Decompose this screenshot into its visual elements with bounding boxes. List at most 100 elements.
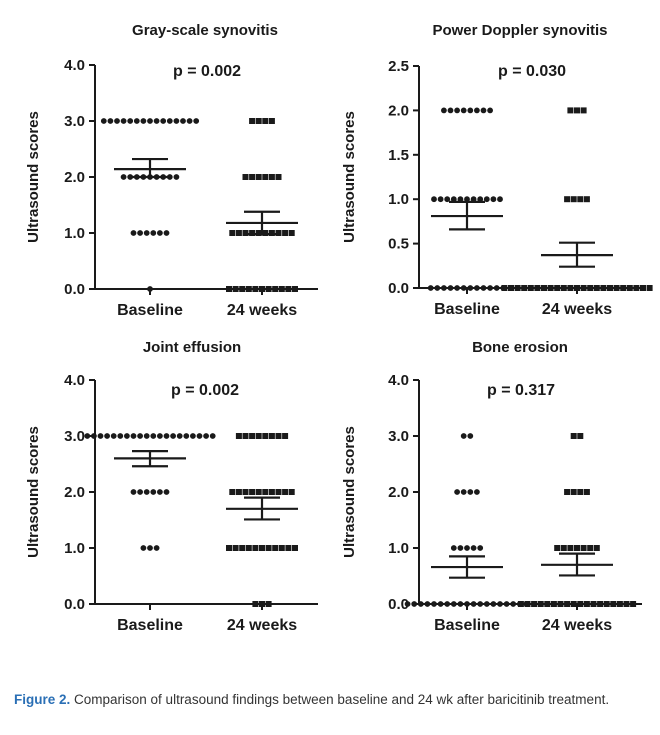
panel4-point: [470, 601, 477, 607]
panel4-point: [623, 601, 630, 607]
panel3-point: [259, 545, 265, 551]
panel3-point: [235, 433, 242, 439]
panel4-x-tick-label: 24 weeks: [542, 617, 612, 634]
panel2-point: [464, 196, 470, 203]
panel4-point: [590, 601, 597, 607]
panel1-x-tick-label: 24 weeks: [227, 302, 297, 319]
figure-caption: Figure 2. Comparison of ultrasound findi…: [14, 690, 654, 709]
panel3-point: [124, 433, 130, 439]
panel1-point: [107, 118, 114, 124]
figure-caption-text: Comparison of ultrasound findings betwee…: [70, 692, 610, 707]
panel2-point: [580, 285, 587, 291]
panel2-point: [567, 285, 574, 291]
panel1-point: [242, 174, 249, 180]
panel2-point: [640, 285, 646, 291]
panel2-point: [626, 285, 633, 291]
panel2-point: [434, 285, 441, 291]
panel4-point: [577, 489, 584, 495]
panel4-point: [574, 545, 580, 551]
panel1-point: [193, 118, 200, 124]
panel4-point: [564, 601, 571, 607]
panel3-point: [137, 433, 144, 439]
panel2-point: [470, 196, 477, 203]
panel1-point: [133, 118, 140, 124]
panel2-point: [574, 107, 580, 114]
panel4-point: [587, 545, 594, 551]
panel3-point: [285, 545, 292, 551]
panel4-point: [567, 545, 574, 551]
panel2-point: [521, 285, 528, 291]
panel1-point: [278, 286, 285, 292]
panel4-point: [503, 601, 510, 607]
figure-caption-label: Figure 2.: [14, 692, 71, 707]
panel4-y-tick-label: 1.0: [388, 540, 409, 557]
panel3-point: [183, 433, 190, 439]
panel3-point: [143, 433, 150, 439]
panel2-point: [447, 285, 454, 291]
panel1-point: [232, 286, 239, 292]
panel4-point: [616, 601, 623, 607]
panel2-point: [480, 107, 487, 114]
panel4-point: [560, 545, 567, 551]
panel1-point: [127, 118, 134, 124]
panel3-point: [239, 545, 246, 551]
panel2-point: [527, 285, 534, 291]
panel1-y-tick-label: 3.0: [64, 113, 85, 130]
panel4-point: [577, 601, 584, 607]
panel4-point: [424, 601, 431, 607]
panel1-y-tick-label: 2.0: [64, 169, 85, 186]
panel3-point: [242, 489, 249, 495]
panel1-point: [150, 230, 157, 236]
panel2-point: [583, 196, 590, 203]
panel4-point: [550, 601, 557, 607]
panel3-point: [97, 433, 104, 439]
panel4-point: [454, 489, 460, 495]
panel4-point: [470, 545, 477, 551]
panel4-point: [460, 433, 467, 439]
panel1-point: [130, 230, 137, 236]
panel1-p-value: p = 0.002: [173, 63, 241, 80]
panel3-point: [153, 545, 160, 551]
panel1-point: [249, 174, 256, 180]
panel2-point: [547, 285, 554, 291]
panel3-point: [104, 433, 110, 439]
panel3-point: [268, 433, 275, 439]
panel3-point: [130, 433, 137, 439]
panel4-x-tick-label: Baseline: [434, 617, 500, 634]
panel2-point: [564, 196, 571, 203]
panel1-point: [239, 286, 246, 292]
panel4-y-tick-label: 0.0: [388, 596, 409, 613]
panel4-point: [510, 601, 517, 607]
panel4-point: [531, 601, 538, 607]
panel3-point: [255, 489, 262, 495]
panel3-point: [282, 489, 289, 495]
panel1-point: [127, 174, 134, 180]
panel3-point: [275, 489, 282, 495]
panel2-point: [570, 196, 577, 203]
panel1-point: [262, 230, 269, 236]
panel2-point: [646, 285, 653, 291]
panel2-point: [441, 107, 447, 114]
panel3-title: Joint effusion: [143, 339, 241, 356]
panel4-point: [497, 601, 503, 607]
panel4-title: Bone erosion: [472, 339, 568, 356]
panel3-x-tick-label: 24 weeks: [227, 617, 297, 634]
panel3-point: [262, 433, 269, 439]
panel4-y-tick-label: 4.0: [388, 372, 409, 389]
panel3-p-value: p = 0.002: [171, 382, 239, 399]
panel1-y-label: Ultrasound scores: [25, 111, 42, 243]
panel2-point: [437, 196, 444, 203]
panel3-point: [255, 433, 262, 439]
panel1-point: [140, 118, 147, 124]
panel3-point: [150, 489, 157, 495]
panel3-point: [176, 433, 183, 439]
panel2-point: [577, 196, 584, 203]
panel2-point: [620, 285, 627, 291]
panel2-point: [587, 285, 594, 291]
panel4-point: [490, 601, 497, 607]
panel1-point: [275, 230, 282, 236]
panel2-point: [501, 285, 508, 291]
panel1-y-tick-label: 4.0: [64, 57, 85, 74]
panel3-y-tick-label: 4.0: [64, 372, 85, 389]
panel4-point: [450, 545, 457, 551]
